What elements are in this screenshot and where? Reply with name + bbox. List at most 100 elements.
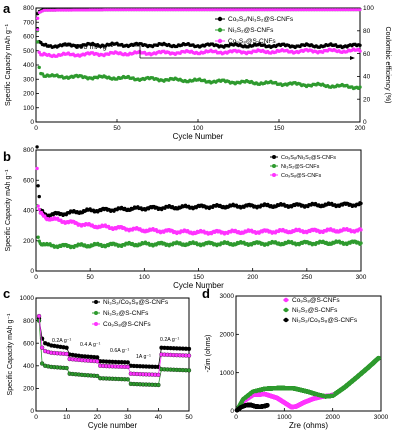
legend-marker: [218, 39, 222, 43]
x-tick-label: 1000: [277, 414, 292, 421]
y-tick-label: 800: [23, 318, 34, 325]
data-point: [36, 184, 39, 187]
x-tick-label: 100: [193, 125, 204, 132]
x-tick-label: 50: [113, 125, 121, 132]
y-tick-label: 2000: [220, 332, 235, 339]
arrow-right-head: [350, 56, 355, 60]
rate-label: 0.2A g⁻¹: [160, 337, 179, 343]
y-tick-label: 100: [23, 105, 34, 112]
data-point: [38, 66, 41, 69]
legend-marker: [218, 17, 222, 21]
rate-annotation: 300 mA g⁻¹: [75, 42, 114, 51]
data-point: [126, 360, 130, 364]
legend-label: Ni₃S₂@S-CNFs: [103, 310, 149, 317]
x-axis-label: Cycle Number: [173, 132, 224, 141]
y2-tick-label: 0: [363, 119, 367, 126]
y-tick-label: 0: [30, 268, 34, 275]
y-axis-label: -Zim (ohms): [205, 335, 212, 373]
y-axis-label: Specific Capacity mAh g⁻¹: [5, 23, 12, 106]
y-tick-label: 400: [23, 62, 34, 69]
x-tick-label: 50: [87, 274, 95, 281]
x-tick-label: 0: [234, 414, 238, 421]
data-point: [156, 383, 160, 387]
legend-marker: [218, 28, 222, 32]
y-axis-label: Specific Capacity mAh g⁻¹: [7, 313, 14, 396]
data-point: [65, 352, 69, 356]
panel-label-c: c: [3, 286, 10, 301]
data-point: [359, 241, 362, 244]
legend-label: Co₉S₈@S-CNFs: [281, 173, 322, 179]
y2-tick-label: 80: [363, 28, 371, 35]
ce-point: [36, 28, 39, 31]
data-point: [126, 365, 130, 369]
data-point: [358, 44, 361, 47]
data-point: [35, 145, 38, 148]
x-tick-label: 250: [301, 274, 312, 281]
legend-label: Co₉S₈/Ni₃S₂@S-CNFs: [228, 16, 294, 23]
rate-label: 0.6A g⁻¹: [110, 348, 129, 354]
x-tick-label: 20: [94, 414, 102, 421]
data-point: [36, 17, 39, 20]
y-tick-label: 500: [23, 48, 34, 55]
x-axis-label: Zre (ohms): [289, 421, 328, 430]
data-point: [65, 366, 69, 370]
legend-label: Ni₃S₂@S-CNFs: [281, 164, 320, 170]
data-point: [37, 314, 41, 318]
data-point: [187, 347, 191, 351]
x-tick-label: 200: [247, 274, 258, 281]
series-1: [235, 356, 381, 412]
data-point: [65, 346, 69, 350]
data-point: [358, 49, 361, 52]
data-point: [36, 236, 39, 239]
y-tick-label: 0: [230, 408, 234, 415]
x-tick-label: 0: [34, 274, 38, 281]
x-tick-label: 100: [139, 274, 150, 281]
y-tick-label: 800: [23, 147, 34, 154]
legend-label: Co₉S₈/Ni₃S₂@S-CNFs: [281, 155, 336, 161]
legend-label: Co₉S₈@S-CNFs: [228, 38, 276, 45]
ce-series-1: [36, 8, 361, 32]
y-tick-label: 600: [23, 340, 34, 347]
y-tick-label: 700: [23, 19, 34, 26]
data-point: [359, 202, 362, 205]
legend-marker: [272, 173, 276, 177]
y2-tick-label: 100: [363, 5, 374, 12]
x-tick-label: 30: [124, 414, 132, 421]
y-tick-label: 600: [23, 34, 34, 41]
y2-tick-label: 20: [363, 96, 371, 103]
y-tick-label: 600: [23, 177, 34, 184]
x-tick-label: 150: [274, 125, 285, 132]
legend-marker: [94, 311, 98, 315]
data-point: [187, 354, 191, 358]
y2-tick-label: 60: [363, 51, 371, 58]
x-axis-label: Cycle number: [88, 421, 138, 430]
ce-point: [359, 8, 362, 11]
data-point: [36, 40, 39, 43]
data-point: [35, 167, 38, 170]
data-point: [126, 377, 130, 381]
y-tick-label: 200: [23, 386, 34, 393]
x-tick-label: 2000: [325, 414, 340, 421]
y-tick-label: 400: [23, 363, 34, 370]
x-tick-label: 300: [356, 274, 367, 281]
x-tick-label: 40: [155, 414, 163, 421]
y-tick-label: 3000: [220, 293, 235, 300]
data-point: [36, 204, 39, 207]
y-tick-label: 0: [30, 408, 34, 415]
panel-label-b: b: [3, 149, 11, 164]
rate-label: 1A g⁻¹: [136, 354, 151, 360]
y2-tick-label: 40: [363, 74, 371, 81]
y-axis-label: Specific Capacity mAh g⁻¹: [5, 169, 12, 252]
x-tick-label: 50: [185, 414, 193, 421]
y-tick-label: 0: [30, 119, 34, 126]
data-point: [187, 368, 191, 372]
rate-label: 0.2A g⁻¹: [52, 338, 71, 344]
x-tick-label: 3000: [374, 414, 389, 421]
x-tick-label: 0: [34, 125, 38, 132]
data-point: [95, 355, 99, 359]
